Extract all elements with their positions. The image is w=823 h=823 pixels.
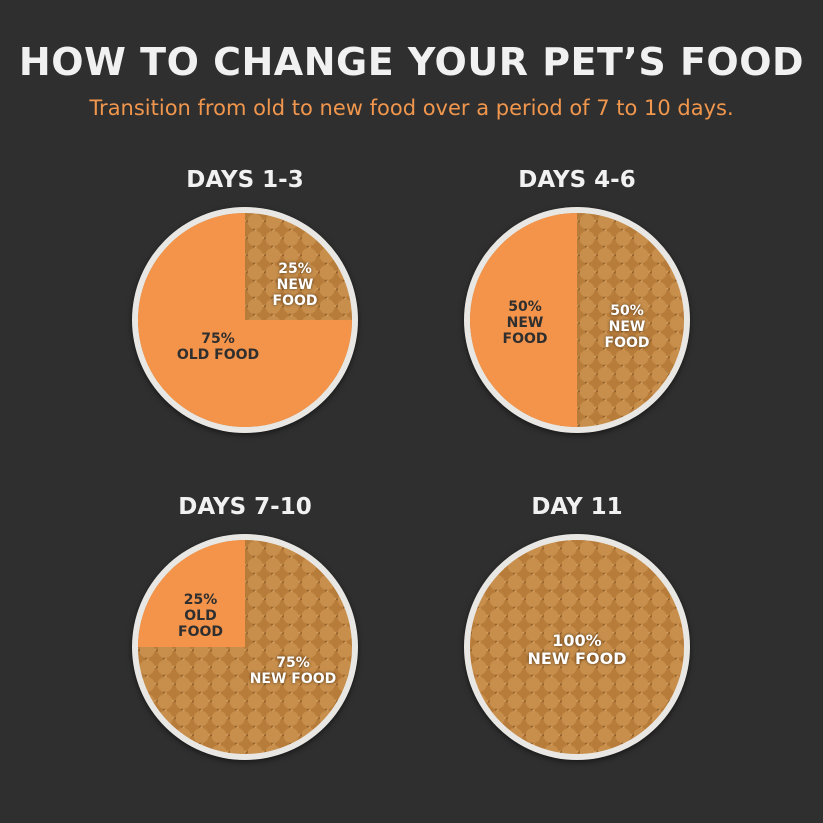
old-food-label: 75% OLD FOOD bbox=[176, 331, 260, 363]
bowl: 25% NEW FOOD 75% OLD FOOD bbox=[132, 207, 358, 433]
bowl: 25% OLD FOOD 75% NEW FOOD bbox=[132, 534, 358, 760]
stage-heading: DAYS 7-10 bbox=[178, 494, 312, 520]
bowl: 100% NEW FOOD bbox=[464, 534, 690, 760]
stage-days-1-3: DAYS 1-3 25% NEW FOOD 75% OLD FOOD bbox=[125, 167, 365, 433]
bowl: 50% NEW FOOD 50% NEW FOOD bbox=[464, 207, 690, 433]
orange-label: 50% NEW FOOD bbox=[502, 299, 548, 347]
stage-day-11: DAY 11 100% NEW FOOD bbox=[457, 494, 697, 760]
stage-heading: DAY 11 bbox=[531, 494, 623, 520]
stage-heading: DAYS 4-6 bbox=[518, 167, 636, 193]
kibble-image: 25% NEW FOOD 75% OLD FOOD bbox=[138, 213, 352, 427]
new-food-label: 100% NEW FOOD bbox=[527, 631, 627, 668]
old-food-segment bbox=[138, 213, 352, 427]
stage-days-7-10: DAYS 7-10 25% OLD FOOD 75% NEW FOOD bbox=[125, 494, 365, 760]
new-food-label: 25% NEW FOOD bbox=[272, 261, 318, 309]
kibble-image: 25% OLD FOOD 75% NEW FOOD bbox=[138, 540, 352, 754]
old-food-segment bbox=[138, 540, 352, 754]
stage-heading: DAYS 1-3 bbox=[186, 167, 304, 193]
new-food-label: 75% NEW FOOD bbox=[249, 655, 337, 687]
kibble-image: 50% NEW FOOD 50% NEW FOOD bbox=[470, 213, 684, 427]
page-title: HOW TO CHANGE YOUR PET’S FOOD bbox=[18, 40, 805, 84]
stage-days-4-6: DAYS 4-6 50% NEW FOOD 50% NEW FOOD bbox=[457, 167, 697, 433]
page-subtitle: Transition from old to new food over a p… bbox=[89, 96, 734, 120]
old-food-label: 25% OLD FOOD bbox=[178, 592, 223, 640]
kibble-image: 100% NEW FOOD bbox=[470, 540, 684, 754]
new-food-label: 50% NEW FOOD bbox=[604, 303, 650, 351]
old-food-segment bbox=[470, 213, 684, 427]
